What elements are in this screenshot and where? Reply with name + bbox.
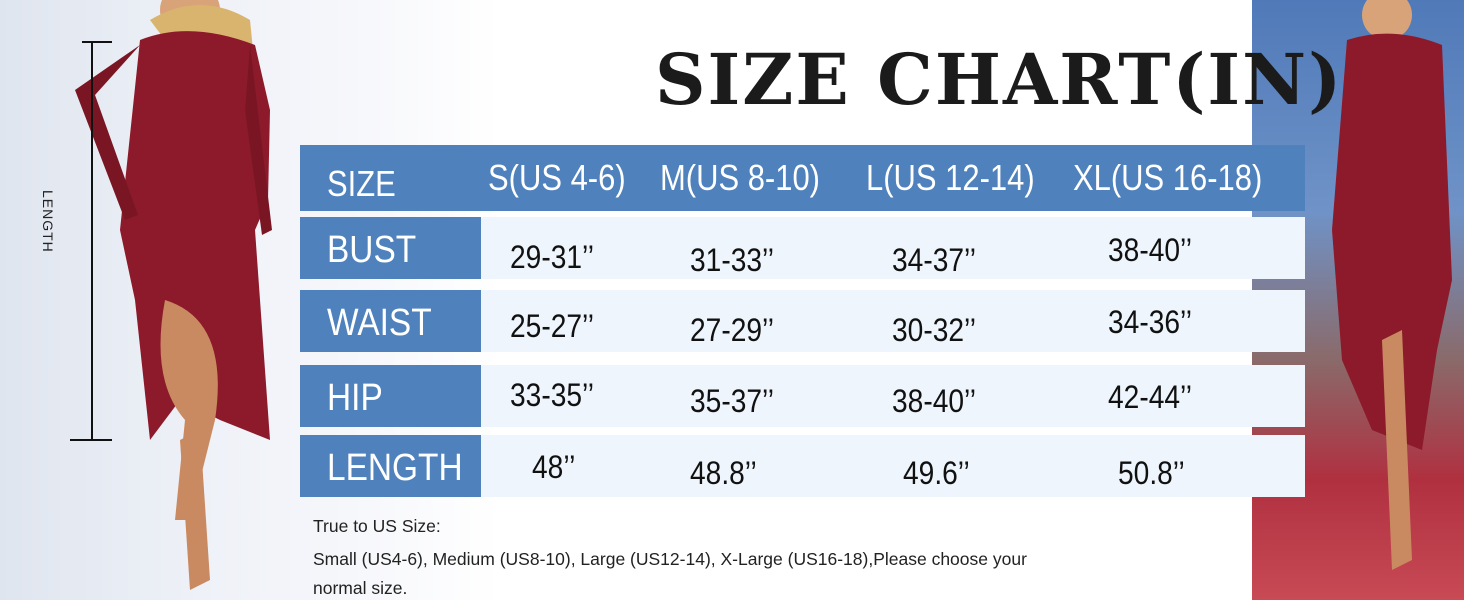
table-row-bust: BUST 29-31’’ 31-33’’ 34-37’’ 38-40’’ <box>300 217 1305 279</box>
cell: 50.8’’ <box>1118 455 1185 491</box>
table-row-hip: HIP 33-35’’ 35-37’’ 38-40’’ 42-44’’ <box>300 365 1305 427</box>
cell: 27-29’’ <box>690 312 775 348</box>
table-header-row: SIZE S(US 4-6) M(US 8-10) L(US 12-14) XL… <box>300 145 1305 211</box>
cell: 48.8’’ <box>690 455 757 491</box>
cell: 31-33’’ <box>690 242 775 278</box>
header-size: SIZE <box>327 163 396 204</box>
header-m: M(US 8-10) <box>660 157 820 198</box>
dress-model-illustration <box>70 0 272 590</box>
table-row-length: LENGTH 48’’ 48.8’’ 49.6’’ 50.8’’ <box>300 435 1305 497</box>
header-l: L(US 12-14) <box>866 157 1035 198</box>
cell: 38-40’’ <box>1108 232 1193 268</box>
row-label: BUST <box>327 229 417 271</box>
table-row-waist: WAIST 25-27’’ 27-29’’ 30-32’’ 34-36’’ <box>300 290 1305 352</box>
cell: 34-37’’ <box>892 242 977 278</box>
row-label: WAIST <box>327 302 432 344</box>
note-line-1: True to US Size: <box>313 516 441 536</box>
cell: 49.6’’ <box>903 455 970 491</box>
row-label: HIP <box>327 377 383 419</box>
cell: 48’’ <box>532 449 576 485</box>
cell: 38-40’’ <box>892 383 977 419</box>
cell: 30-32’’ <box>892 312 977 348</box>
cell: 35-37’’ <box>690 383 775 419</box>
note-line-3: normal size. <box>313 578 408 598</box>
cell: 33-35’’ <box>510 377 595 413</box>
row-label: LENGTH <box>327 447 463 489</box>
header-xl: XL(US 16-18) <box>1073 157 1263 198</box>
page-title: SIZE CHART(IN) <box>655 38 1344 121</box>
dress-model-illustration-right <box>1332 0 1452 570</box>
cell: 42-44’’ <box>1108 379 1193 415</box>
header-s: S(US 4-6) <box>488 157 626 198</box>
cell: 25-27’’ <box>510 308 595 344</box>
cell: 34-36’’ <box>1108 304 1193 340</box>
note-line-2: Small (US4-6), Medium (US8-10), Large (U… <box>313 549 1027 569</box>
cell: 29-31’’ <box>510 239 595 275</box>
length-measure-label: LENGTH <box>40 190 56 253</box>
